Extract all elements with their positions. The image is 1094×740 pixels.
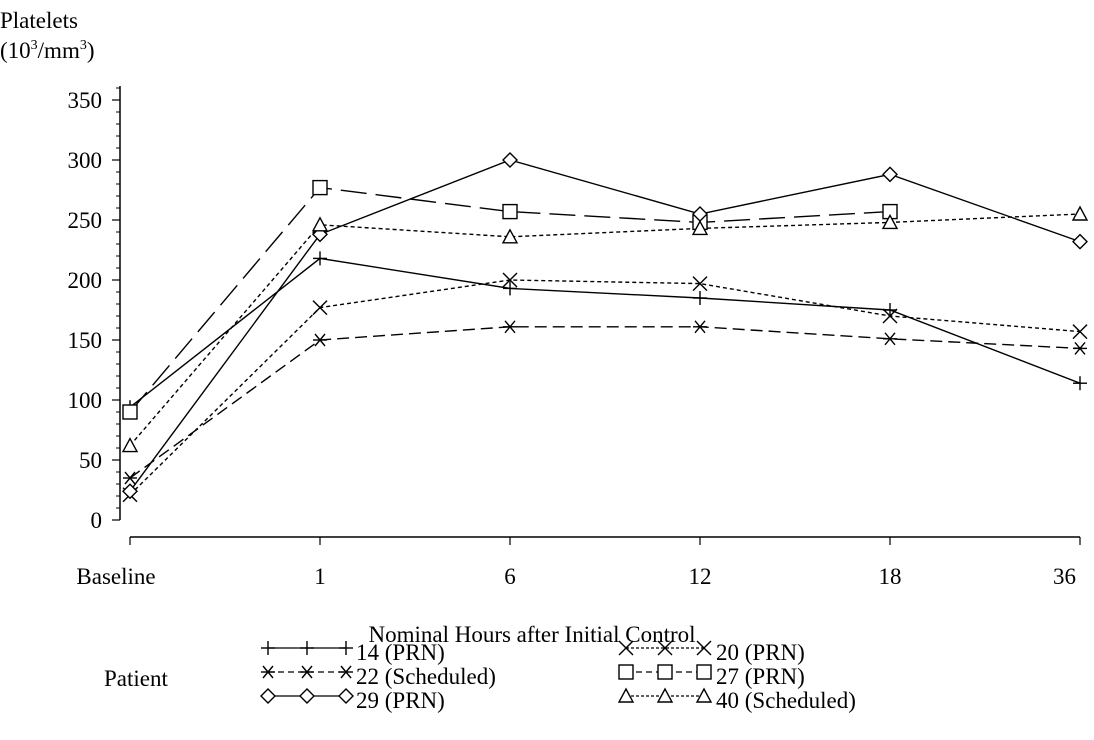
point-20-prn-36: [1072, 324, 1088, 340]
point-14-prn-12: [693, 291, 707, 305]
point-27-prn-6: [502, 203, 518, 220]
series-line-22-scheduled: [129, 326, 1081, 479]
y-axis-title-line1: Platelets: [0, 8, 78, 33]
legend-marker-27-prn-1: [657, 664, 673, 680]
point-14-prn-1: [313, 251, 327, 266]
point-40-scheduled-36: [1071, 205, 1089, 221]
legend-marker-14-prn-1: [300, 641, 314, 655]
point-22-scheduled-18: [883, 332, 897, 346]
x-tick-label-18: 18: [879, 564, 902, 589]
legend-marker-14-prn-0: [261, 641, 275, 655]
point-29-prn-6: [502, 152, 518, 168]
legend-marker-22-scheduled-1: [300, 665, 314, 679]
legend-marker-20-prn-1: [657, 640, 673, 656]
point-22-scheduled-1: [313, 333, 327, 347]
point-14-prn-36: [1073, 376, 1087, 391]
point-40-scheduled-12: [691, 219, 709, 236]
series-line-27-prn: [129, 186, 891, 413]
y-tick-label-200: 200: [68, 268, 103, 293]
legend-marker-29-prn-1: [299, 688, 315, 704]
point-14-prn-18: [883, 303, 897, 317]
legend-marker-27-prn-0: [618, 664, 634, 680]
legend-marker-29-prn-0: [260, 688, 276, 704]
legend-title: Patient: [104, 666, 168, 691]
legend: Patient 14 (PRN) 20 (PRN) 22 (Scheduled) 27…: [104, 640, 856, 713]
legend-marker-22-scheduled-2: [339, 665, 353, 679]
series-line-40-scheduled: [129, 213, 1081, 447]
series-line-20-prn: [129, 279, 1081, 496]
point-22-scheduled-6: [503, 320, 517, 334]
point-20-prn-6: [502, 272, 518, 288]
legend-marker-20-prn-0: [618, 640, 634, 656]
legend-label-29-prn: 29 (PRN): [356, 688, 445, 713]
series-line-29-prn: [129, 159, 1081, 492]
series-line-14-prn: [129, 257, 1081, 408]
x-axis-title: Nominal Hours after Initial Control: [368, 622, 695, 647]
y-axis-title: Platelets (103/mm3): [0, 8, 95, 63]
legend-label-14-prn: 14 (PRN): [356, 640, 445, 665]
legend-marker-22-scheduled-0: [261, 665, 275, 679]
point-29-prn-baseline: [122, 483, 138, 500]
point-40-scheduled-baseline: [121, 437, 139, 453]
point-20-prn-1: [312, 300, 328, 316]
legend-label-22-scheduled: 22 (Scheduled): [356, 664, 496, 689]
y-tick-label-300: 300: [68, 148, 103, 173]
point-29-prn-18: [882, 166, 898, 183]
y-tick-label-150: 150: [68, 328, 103, 353]
x-tick-label-36: 36: [1053, 564, 1076, 589]
legend-marker-27-prn-2: [696, 664, 712, 680]
point-20-prn-18: [882, 308, 898, 324]
series-markers: [121, 152, 1089, 503]
x-tick-label-1: 1: [314, 564, 326, 589]
point-22-scheduled-baseline: [123, 471, 137, 485]
y-tick-label-250: 250: [68, 208, 103, 233]
legend-marker-40-scheduled-2: [695, 687, 713, 703]
x-tick-label-6: 6: [504, 564, 516, 589]
point-40-scheduled-6: [501, 228, 519, 244]
legend-marker-40-scheduled-1: [656, 687, 674, 703]
y-tick-label-0: 0: [91, 508, 103, 533]
legend-label-27-prn: 27 (PRN): [716, 664, 805, 689]
point-40-scheduled-18: [881, 213, 899, 230]
legend-marker-14-prn-2: [339, 641, 353, 655]
legend-marker-20-prn-2: [696, 640, 712, 656]
point-14-prn-6: [503, 281, 517, 296]
x-tick-label-baseline: Baseline: [76, 564, 155, 589]
series-lines: [129, 159, 1081, 496]
x-tick-label-12: 12: [689, 564, 712, 589]
point-22-scheduled-12: [693, 320, 707, 334]
axes: 0 50 100 150 200 250 300 350 Baseline 1 6 12 18 36: [68, 86, 1081, 589]
point-22-scheduled-36: [1073, 341, 1087, 355]
legend-marker-29-prn-2: [338, 688, 354, 704]
point-20-prn-12: [692, 276, 708, 292]
legend-label-20-prn: 20 (PRN): [716, 640, 805, 665]
legend-marker-40-scheduled-0: [617, 687, 635, 703]
y-tick-label-100: 100: [68, 388, 103, 413]
y-tick-label-50: 50: [79, 448, 102, 473]
point-29-prn-36: [1072, 233, 1088, 250]
legend-label-40-scheduled: 40 (Scheduled): [716, 688, 856, 713]
y-axis-title-line2: (103/mm3): [0, 38, 95, 63]
point-27-prn-baseline: [122, 404, 138, 420]
point-40-scheduled-1: [311, 216, 329, 232]
y-tick-label-350: 350: [68, 88, 103, 113]
point-27-prn-1: [312, 179, 328, 196]
